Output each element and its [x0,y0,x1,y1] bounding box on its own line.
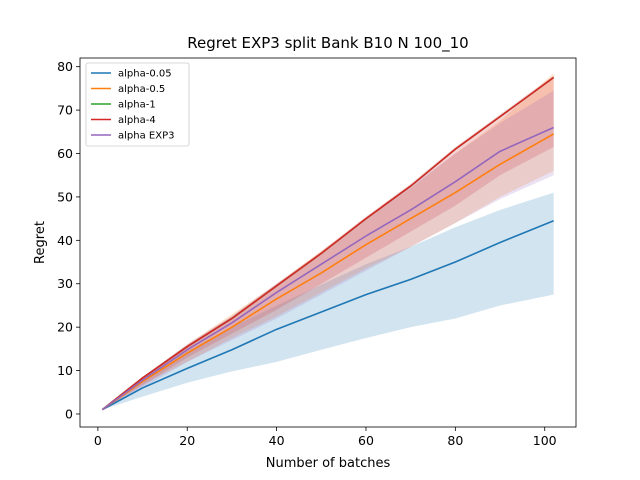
x-tick-label: 60 [358,433,374,448]
y-tick-label: 30 [57,276,73,291]
y-tick-label: 50 [57,189,73,204]
band-alpha-0-5 [102,73,554,410]
legend-box [85,62,190,147]
y-tick-label: 10 [57,363,73,378]
x-axis: 0 20 40 60 80 100 [94,427,557,448]
y-tick-label: 40 [57,233,73,248]
y-tick-label: 70 [57,103,73,118]
x-tick-label: 80 [447,433,463,448]
legend-entry-alpha-4: alpha-4 [118,115,156,126]
x-tick-label: 40 [269,433,285,448]
y-tick-label: 0 [65,406,73,421]
legend: alpha-0.05 alpha-0.5 alpha-1 alpha-4 alpha E… [85,62,190,147]
x-tick-label: 100 [533,433,557,448]
y-tick-label: 60 [57,146,73,161]
series-lines [101,76,555,411]
y-tick-label: 20 [57,320,73,335]
line-alpha-exp3 [101,126,554,411]
legend-entry-alpha-exp3: alpha EXP3 [118,131,174,142]
y-axis: 0 10 20 30 40 50 60 70 80 [57,59,80,421]
line-alpha-0-05 [101,220,554,411]
line-alpha-4 [101,76,555,411]
line-alpha-0-5 [101,133,555,411]
x-tick-label: 20 [179,433,195,448]
chart-title: Regret EXP3 split Bank B10 N 100_10 [187,34,468,53]
y-axis-label: Regret [33,221,48,264]
x-axis-label: Number of batches [266,456,391,471]
plot-frame [79,57,577,428]
band-alpha-0-05 [102,192,554,410]
legend-entry-alpha-1: alpha-1 [118,100,156,111]
y-tick-label: 80 [57,59,73,74]
x-tick-label: 0 [94,433,102,448]
legend-entry-alpha-0-5: alpha-0.5 [118,84,165,95]
legend-entry-alpha-0-05: alpha-0.05 [118,69,172,80]
